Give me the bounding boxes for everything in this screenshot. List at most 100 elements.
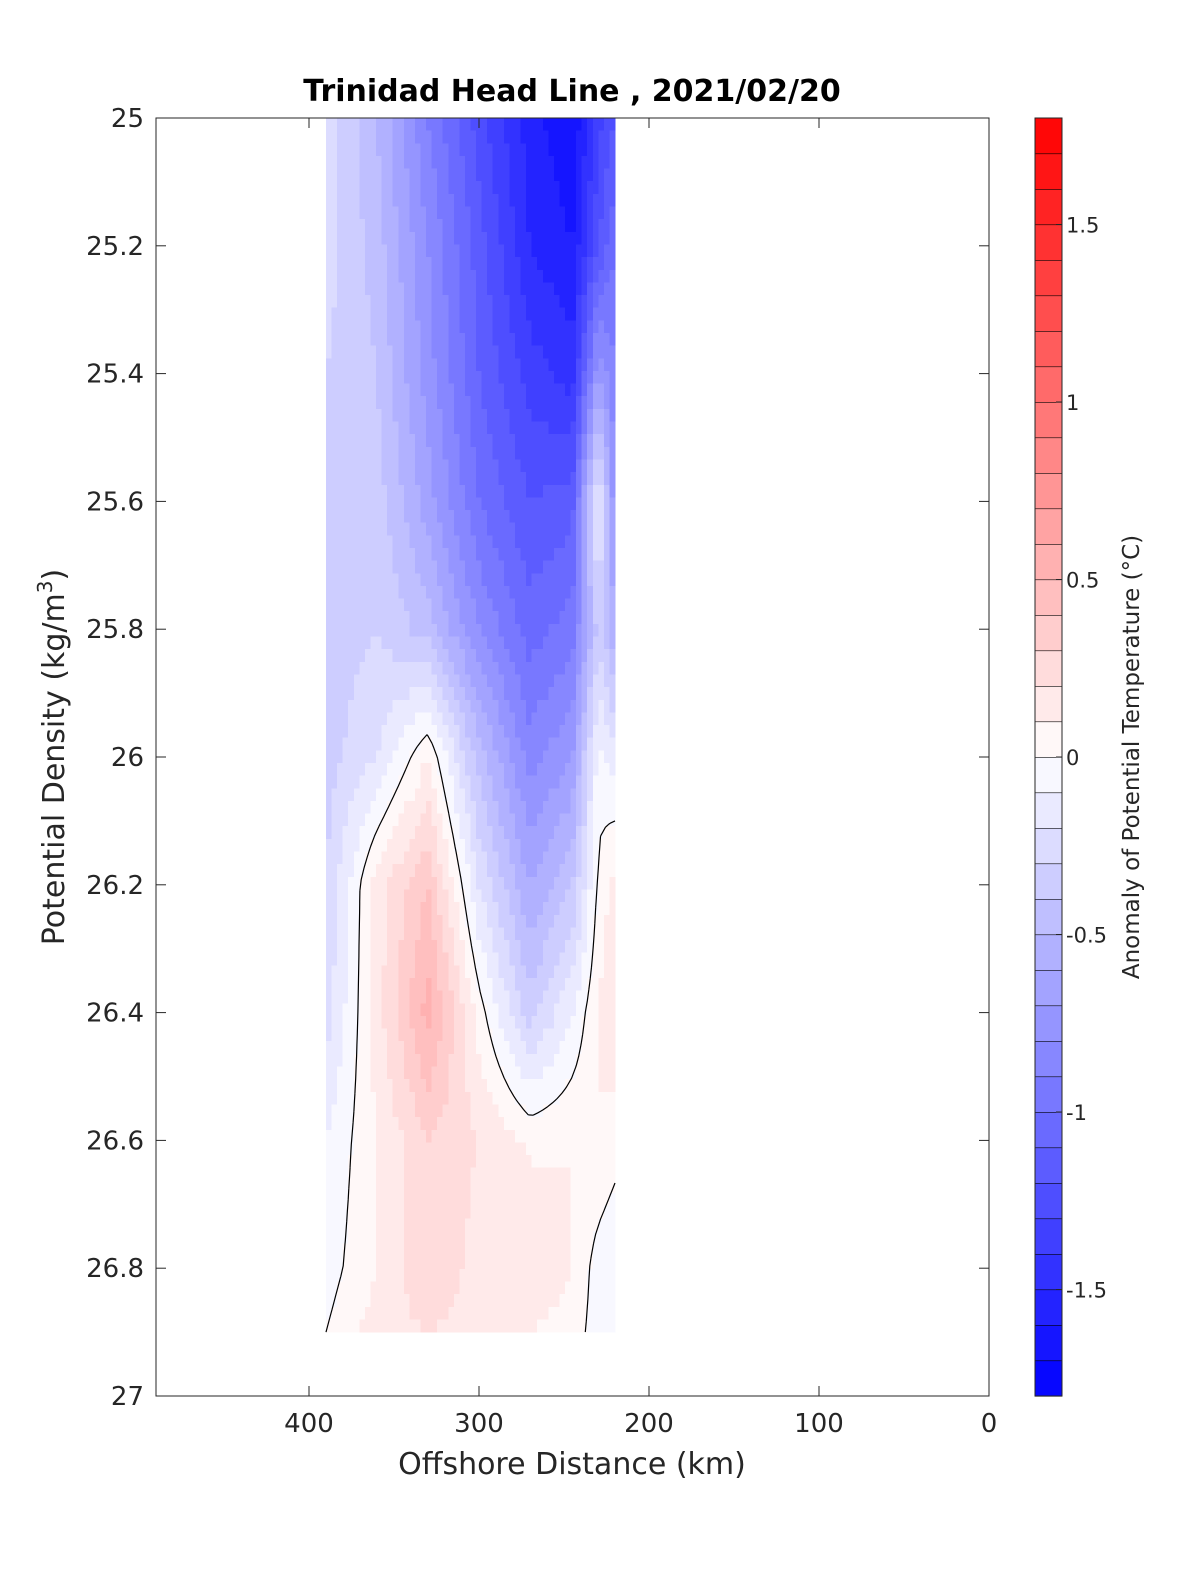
contour-cell	[376, 560, 383, 574]
contour-cell	[381, 927, 388, 941]
contour-cell	[509, 990, 516, 1004]
contour-cell	[487, 1180, 494, 1194]
contour-cell	[509, 1167, 516, 1181]
contour-cell	[598, 206, 605, 220]
contour-cell	[509, 155, 516, 170]
contour-cell	[576, 1028, 583, 1042]
contour-cell	[581, 143, 588, 157]
contour-cell	[531, 1230, 538, 1245]
contour-cell	[537, 345, 544, 359]
contour-cell	[414, 750, 422, 764]
contour-cell	[581, 611, 588, 625]
contour-cell	[581, 257, 588, 271]
contour-cell	[609, 320, 616, 334]
contour-cell	[553, 282, 561, 296]
contour-cell	[537, 902, 544, 916]
contour-cell	[603, 674, 611, 688]
contour-cell	[542, 661, 549, 676]
contour-cell	[498, 358, 505, 372]
contour-cell	[387, 130, 394, 144]
contour-cell	[542, 1129, 549, 1143]
contour-cell	[537, 231, 544, 246]
contour-cell	[337, 699, 344, 714]
contour-cell	[481, 168, 488, 182]
contour-cell	[420, 560, 427, 574]
contour-cell	[348, 1091, 355, 1106]
contour-cell	[476, 1041, 483, 1055]
contour-cell	[587, 674, 594, 688]
contour-cell	[398, 1142, 405, 1156]
contour-cell	[359, 636, 366, 650]
contour-cell	[520, 725, 527, 739]
contour-cell	[514, 1079, 522, 1093]
contour-cell	[337, 408, 344, 423]
contour-cell	[342, 1028, 349, 1042]
contour-cell	[442, 130, 449, 144]
contour-cell	[592, 800, 599, 815]
contour-cell	[403, 712, 410, 726]
contour-cell	[548, 370, 555, 385]
contour-cell	[387, 459, 394, 473]
contour-cell	[470, 1117, 477, 1131]
contour-cell	[353, 585, 360, 600]
contour-cell	[476, 889, 483, 903]
contour-cell	[337, 1041, 344, 1055]
contour-cell	[342, 345, 349, 359]
contour-cell	[470, 573, 477, 587]
contour-cell	[581, 282, 588, 296]
contour-cell	[398, 231, 405, 246]
contour-cell	[603, 535, 611, 549]
contour-cell	[542, 649, 549, 663]
contour-cell	[353, 762, 360, 777]
contour-cell	[414, 446, 422, 461]
contour-cell	[570, 434, 577, 448]
contour-cell	[464, 257, 472, 271]
contour-cell	[542, 1117, 549, 1131]
contour-cell	[570, 1306, 577, 1321]
contour-cell	[431, 497, 438, 511]
contour-cell	[359, 712, 366, 726]
contour-cell	[359, 446, 366, 461]
contour-cell	[481, 902, 488, 916]
contour-cell	[442, 497, 449, 511]
contour-cell	[587, 1306, 594, 1321]
contour-cell	[498, 497, 505, 511]
contour-cell	[370, 1003, 377, 1017]
contour-cell	[576, 1256, 583, 1270]
contour-cell	[376, 193, 383, 208]
contour-cell	[331, 345, 338, 359]
contour-cell	[387, 952, 394, 966]
contour-cell	[576, 472, 583, 486]
contour-cell	[526, 295, 533, 309]
contour-cell	[387, 1256, 394, 1270]
contour-cell	[509, 1117, 516, 1131]
contour-cell	[476, 762, 483, 777]
contour-cell	[348, 623, 355, 638]
contour-cell	[564, 1028, 572, 1042]
contour-cell	[420, 155, 427, 170]
contour-cell	[564, 370, 572, 385]
contour-cell	[503, 1205, 511, 1219]
contour-cell	[420, 649, 427, 663]
contour-cell	[353, 282, 360, 296]
contour-cell	[553, 737, 561, 751]
contour-cell	[409, 902, 416, 916]
contour-cell	[381, 864, 388, 878]
contour-cell	[420, 1256, 427, 1270]
contour-cell	[403, 1079, 410, 1093]
contour-cell	[526, 130, 533, 144]
contour-cell	[603, 1104, 611, 1118]
contour-cell	[376, 636, 383, 650]
contour-cell	[548, 725, 555, 739]
contour-cell	[487, 611, 494, 625]
contour-cell	[598, 1243, 605, 1257]
contour-cell	[559, 914, 566, 928]
contour-cell	[414, 940, 422, 954]
contour-cell	[526, 155, 533, 170]
contour-cell	[509, 838, 516, 853]
contour-cell	[331, 977, 338, 992]
contour-cell	[503, 699, 511, 714]
contour-cell	[331, 1117, 338, 1131]
contour-cell	[587, 636, 594, 650]
